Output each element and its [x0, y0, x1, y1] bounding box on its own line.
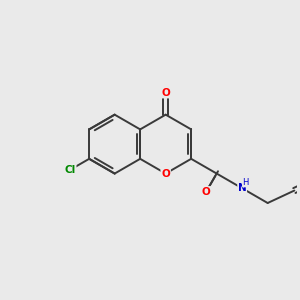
- Text: H: H: [242, 178, 249, 187]
- Text: O: O: [161, 169, 170, 178]
- Text: O: O: [202, 187, 210, 197]
- Text: Cl: Cl: [64, 165, 76, 175]
- Text: N: N: [238, 183, 247, 193]
- Text: O: O: [161, 88, 170, 98]
